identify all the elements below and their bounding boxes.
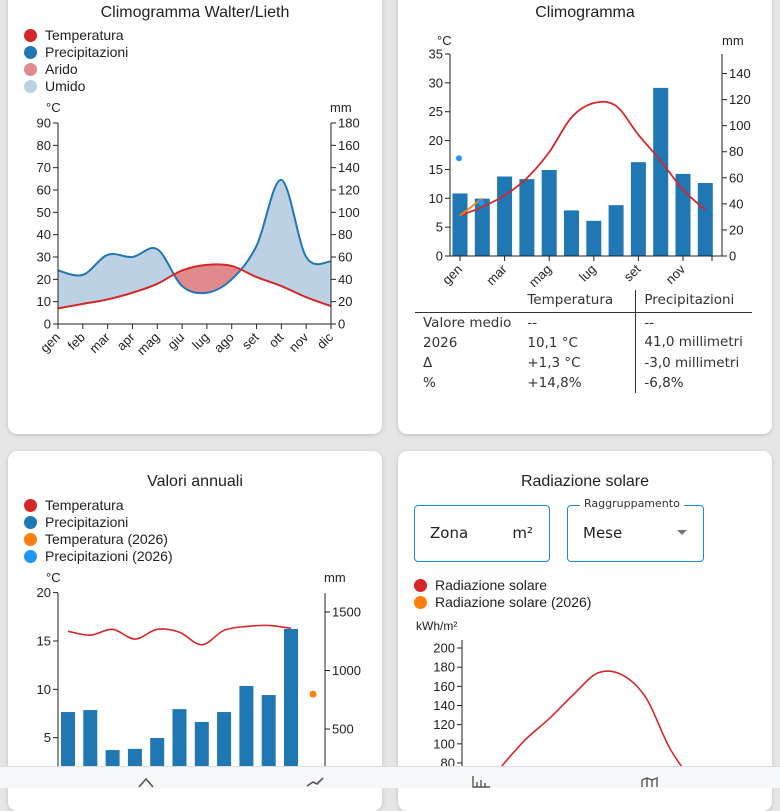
cell: -- [519, 312, 637, 333]
precipitation-dot-icon [24, 516, 37, 529]
cell: +14,8% [519, 373, 637, 393]
legend-item-temperature[interactable]: Temperatura [24, 497, 173, 514]
legend-label: Precipitazioni [45, 514, 129, 530]
legend: Radiazione solare Radiazione solare (202… [414, 577, 591, 611]
zone-label: Zona [430, 524, 469, 542]
precipitation-dot-icon [24, 46, 37, 59]
arid-dot-icon [24, 63, 37, 76]
header-cell [415, 290, 520, 313]
unit-label: m² [512, 524, 533, 542]
legend-item-solar[interactable]: Radiazione solare [414, 577, 591, 594]
cell: 10,1 °C [519, 333, 637, 353]
legend-item-arid[interactable]: Arido [24, 61, 128, 78]
table-row: Valore medio -- -- [415, 312, 752, 333]
legend-item-solar-2026[interactable]: Radiazione solare (2026) [414, 594, 591, 611]
cell: -3,0 millimetri [644, 355, 740, 371]
grouping-label: Raggruppamento [580, 497, 684, 510]
cell: -6,8% [644, 375, 684, 391]
trend-icon[interactable] [305, 776, 325, 788]
legend: Temperatura Precipitazioni Arido Umido [24, 27, 128, 95]
zone-area-input[interactable]: Zona m² [414, 505, 550, 562]
cell: 41,0 millimetri [644, 334, 743, 350]
legend-label: Radiazione solare [435, 577, 548, 593]
legend-label: Umido [45, 78, 86, 94]
table-header-row: Temperatura Precipitazioni [415, 290, 753, 313]
header-cell: Temperatura [519, 290, 637, 313]
humid-dot-icon [24, 80, 37, 93]
temperature-dot-icon [24, 499, 37, 512]
legend-label: Precipitazioni (2026) [45, 548, 173, 564]
legend-label: Radiazione solare (2026) [435, 594, 592, 610]
legend-item-precipitation-2026[interactable]: Precipitazioni (2026) [24, 548, 173, 565]
grouping-value: Mese [583, 524, 623, 542]
legend-label: Precipitazioni [45, 44, 129, 60]
grouping-select[interactable]: Raggruppamento Mese [567, 497, 704, 562]
legend-label: Arido [45, 61, 78, 77]
precipitation-2026-dot-icon [24, 550, 37, 563]
card-title: Radiazione solare [520, 473, 650, 490]
solar-radiation-card: Radiazione solare Zona m² Raggruppamento… [398, 451, 772, 811]
card-title: Valori annuali [147, 473, 243, 490]
cell: Δ [423, 355, 433, 371]
cell: 2026 [423, 335, 458, 351]
card-title: Climogramma Walter/Lieth [100, 4, 290, 21]
annual-values-card: Valori annuali Temperatura Precipitazion… [8, 451, 382, 811]
legend-item-precipitation[interactable]: Precipitazioni [24, 44, 128, 61]
bottom-navigation [0, 766, 780, 788]
legend-label: Temperatura [45, 497, 124, 513]
cell: +1,3 °C [519, 353, 637, 373]
card-title: Climogramma [535, 4, 635, 21]
legend-item-precipitation[interactable]: Precipitazioni [24, 514, 173, 531]
legend-item-humid[interactable]: Umido [24, 78, 128, 95]
legend-item-temperature-2026[interactable]: Temperatura (2026) [24, 531, 173, 548]
temperature-dot-icon [24, 29, 37, 42]
cell: % [423, 375, 436, 391]
legend-label: Temperatura [45, 27, 124, 43]
cell: -- [644, 315, 655, 331]
table-row: 2026 10,1 °C 41,0 millimetri [415, 333, 752, 353]
map-icon[interactable] [640, 776, 660, 788]
table-row: % +14,8% -6,8% [415, 373, 752, 393]
solar-2026-dot-icon [414, 596, 427, 609]
header-cell: Precipitazioni [635, 290, 753, 313]
walter-lieth-card: Climogramma Walter/Lieth Temperatura Pre… [8, 0, 382, 434]
table-row: Δ +1,3 °C -3,0 millimetri [415, 353, 752, 373]
dropdown-arrow-icon [677, 530, 687, 535]
climogram-stats-table: Temperatura Precipitazioni Valore medio -… [415, 290, 753, 393]
bar-chart-icon[interactable] [471, 776, 491, 788]
home-icon[interactable] [137, 776, 155, 788]
legend-item-temperature[interactable]: Temperatura [24, 27, 128, 44]
legend-label: Temperatura (2026) [45, 531, 168, 547]
solar-dot-icon [414, 579, 427, 592]
cell: Valore medio [423, 315, 512, 331]
legend: Temperatura Precipitazioni Temperatura (… [24, 497, 173, 565]
temperature-2026-dot-icon [24, 533, 37, 546]
